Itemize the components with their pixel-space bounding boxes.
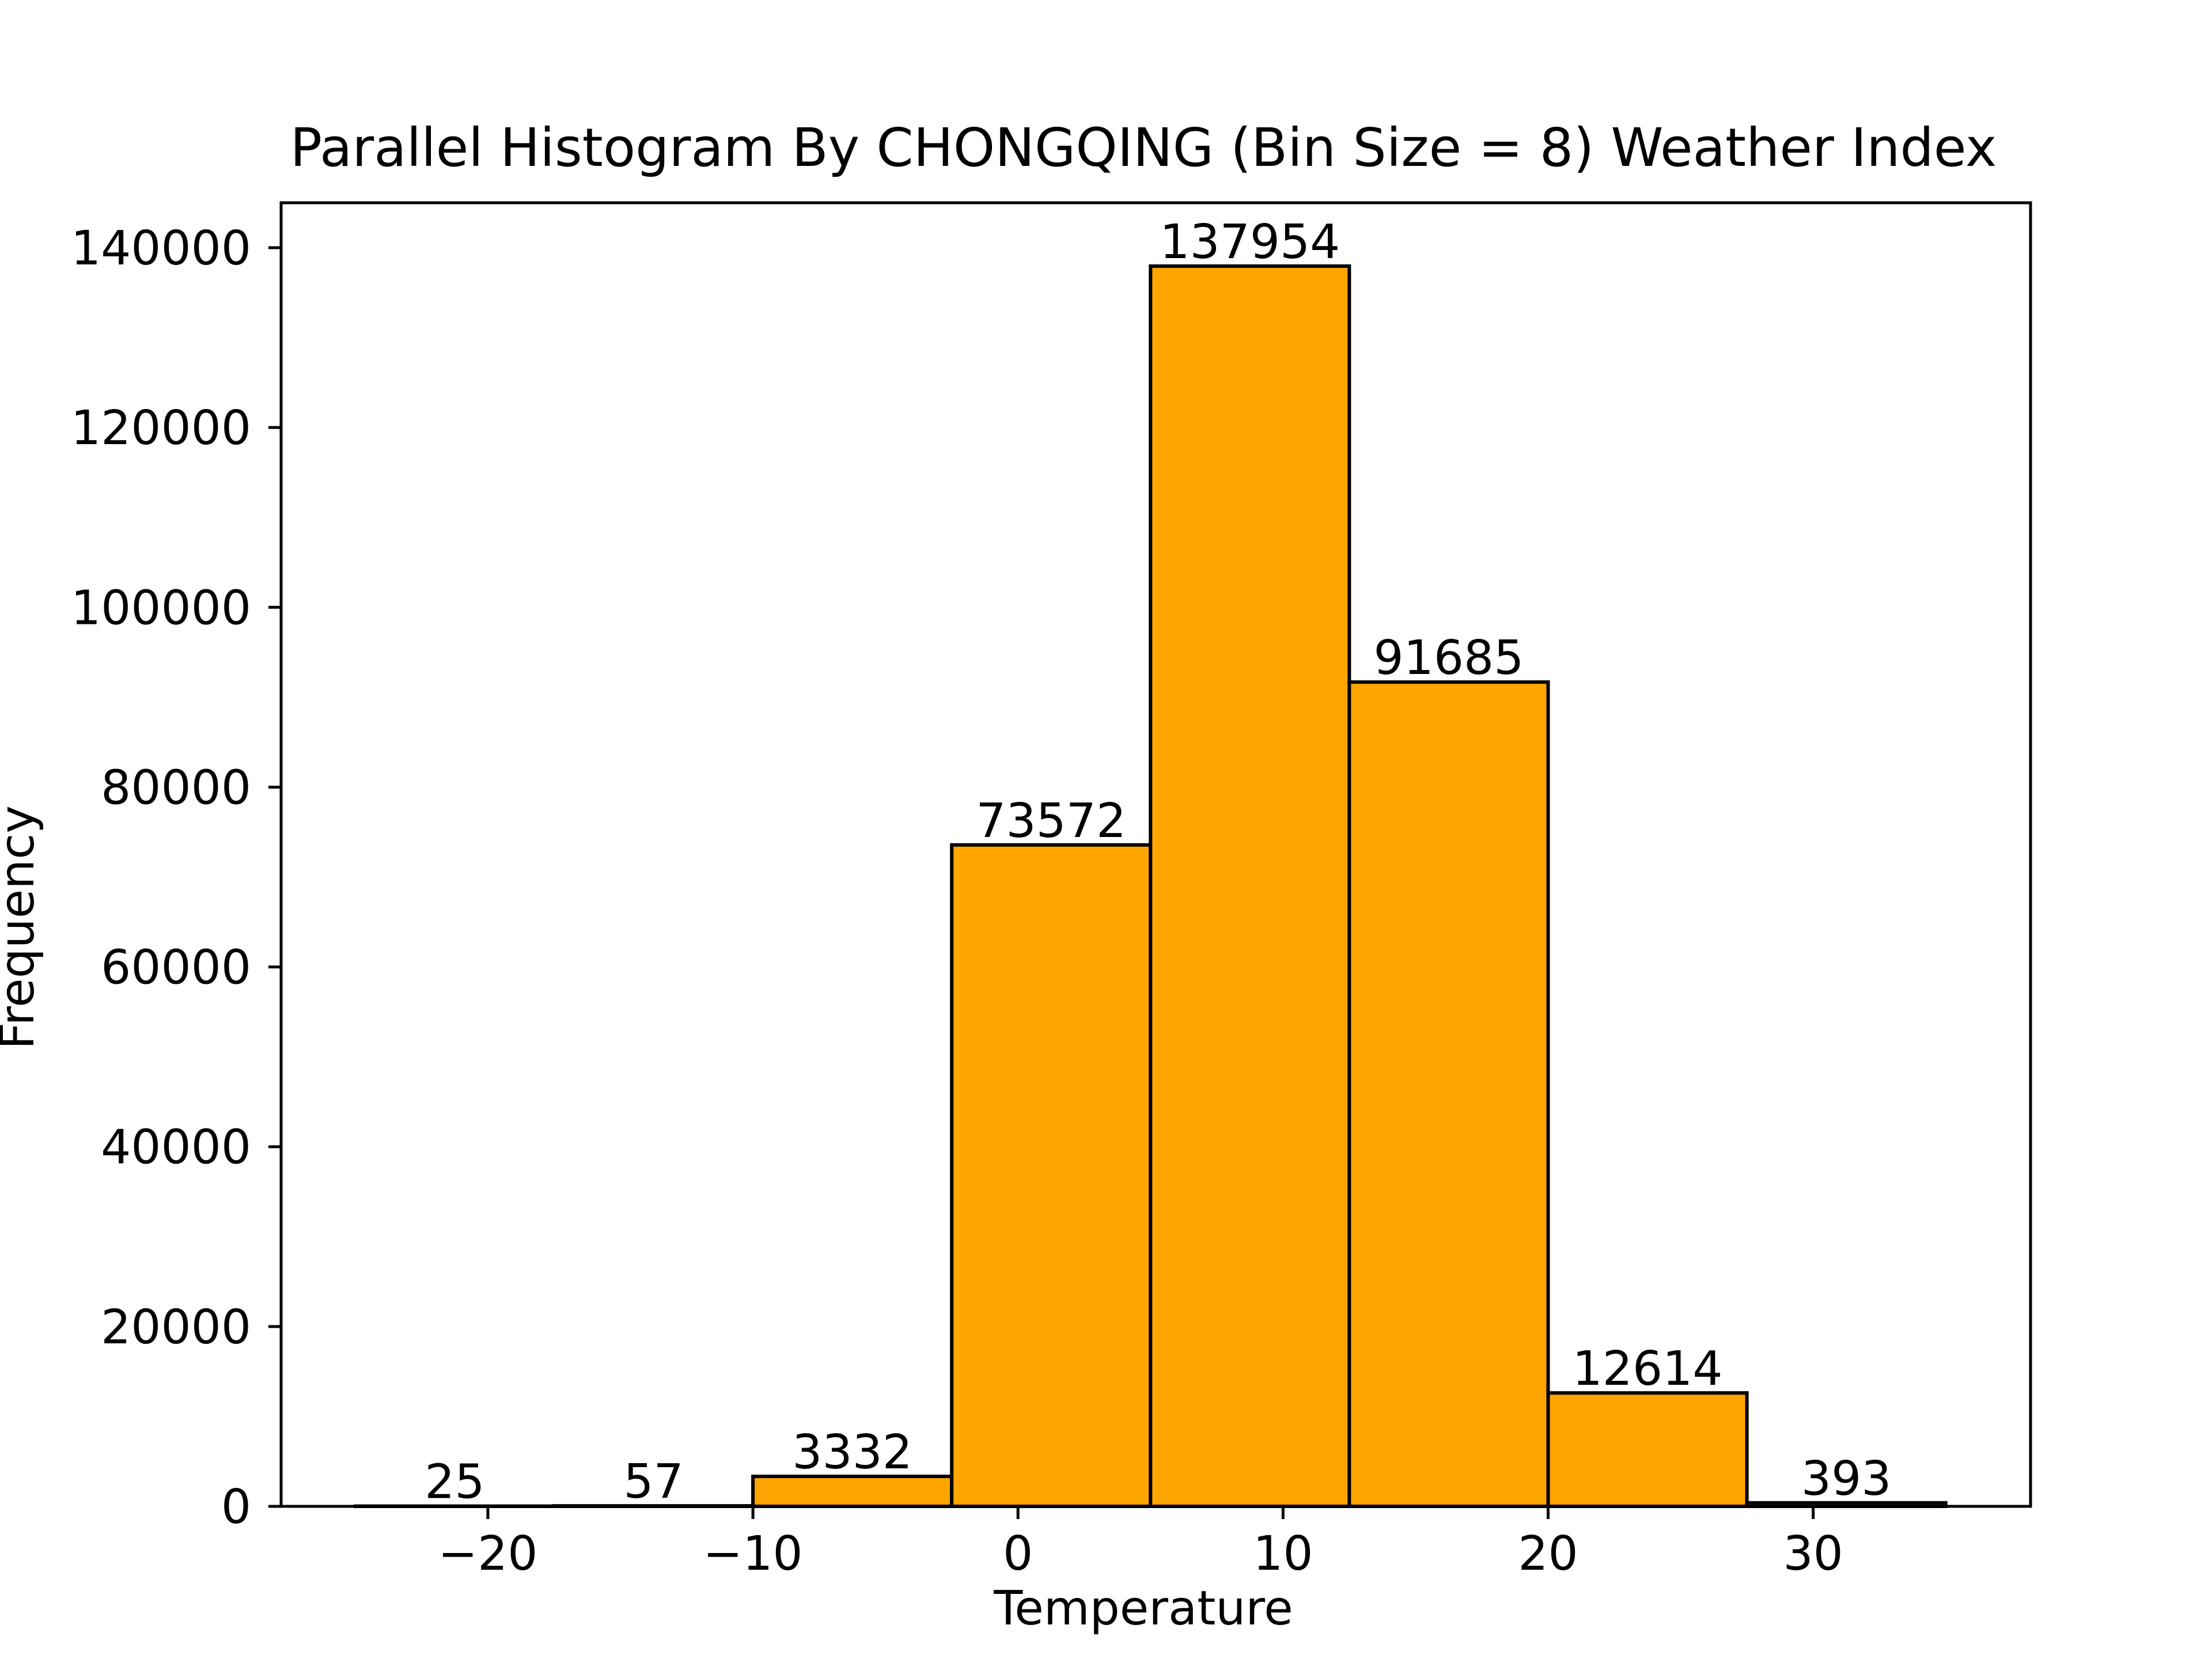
y-tick-label: 100000 (71, 581, 251, 635)
bar-value-label: 25 (425, 1455, 484, 1510)
x-tick-label: −20 (438, 1527, 537, 1581)
x-tick-label: 10 (1253, 1527, 1313, 1581)
histogram-bar (1347, 680, 1550, 1508)
bar-value-label: 57 (623, 1455, 683, 1509)
x-axis-label: Temperature (993, 1581, 1293, 1636)
bar-value-label: 91685 (1374, 631, 1524, 685)
chart-title: Parallel Histogram By CHONGQING (Bin Siz… (290, 117, 1997, 179)
bar-value-label: 73572 (976, 794, 1126, 849)
bars-layer (353, 264, 1948, 1509)
axes-layer: −20 −10 0 10 20 30 0 20000 40000 60000 80000 100000… (71, 201, 2032, 1581)
histogram-bar (1546, 1391, 1749, 1508)
y-tick-label: 120000 (71, 401, 251, 456)
histogram-bar (751, 1474, 954, 1508)
histogram-bar (950, 843, 1153, 1508)
y-tick-label: 40000 (101, 1120, 251, 1175)
y-tick-label: 140000 (71, 221, 251, 276)
y-tick-label: 60000 (101, 941, 251, 995)
data-labels-layer: 25 57 3332 73572 137954 91685 12614 393 (425, 215, 1891, 1510)
bar-value-label: 393 (1801, 1452, 1892, 1506)
bar-value-label: 137954 (1160, 215, 1340, 270)
x-tick-label: 20 (1518, 1527, 1578, 1581)
histogram-bar (1149, 264, 1351, 1508)
bar-value-label: 3332 (792, 1425, 912, 1480)
y-tick-label: 20000 (101, 1300, 251, 1355)
bar-value-label: 12614 (1573, 1342, 1723, 1396)
y-axis-label: Frequency (0, 805, 45, 1050)
y-tick-label: 80000 (101, 760, 251, 815)
x-tick-label: −10 (703, 1527, 803, 1581)
y-tick-label: 0 (221, 1480, 251, 1535)
plot-frame (279, 201, 2032, 1508)
x-tick-label: 0 (1003, 1527, 1033, 1581)
x-tick-label: 30 (1783, 1527, 1843, 1581)
